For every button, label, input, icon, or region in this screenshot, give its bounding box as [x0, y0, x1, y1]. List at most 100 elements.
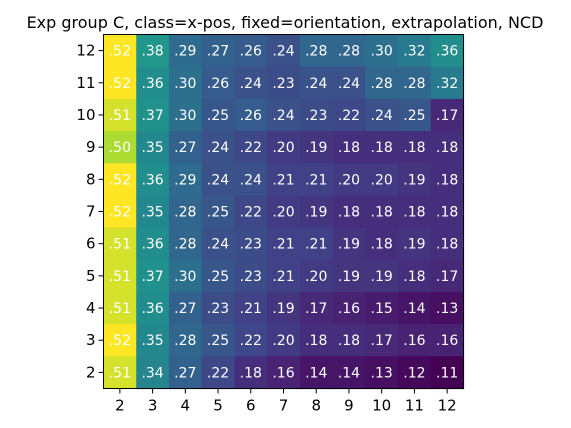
cell-value-label: .21 [272, 269, 294, 285]
cell-value-label: .14 [403, 301, 425, 317]
heatmap-cell [168, 195, 203, 229]
cell-value-label: .20 [338, 172, 360, 188]
cell-value-label: .20 [305, 269, 327, 285]
cell-value-label: .24 [272, 44, 294, 60]
heatmap-cell [299, 356, 334, 390]
cell-value-label: .21 [305, 237, 327, 253]
cell-value-label: .26 [207, 76, 229, 92]
heatmap-cell [365, 291, 399, 325]
heatmap-cell [136, 66, 170, 100]
heatmap-cell [430, 195, 465, 229]
cell-value-label: .24 [338, 76, 360, 92]
y-axis: 12 11 10 9 8 7 6 5 4 3 2 [76, 42, 104, 381]
heatmap-cell [168, 291, 203, 325]
heatmap-cell [365, 227, 399, 261]
cell-value-label: .32 [403, 44, 425, 60]
heatmap-cell [168, 356, 203, 390]
heatmap-cell [365, 131, 399, 164]
cell-value-label: .18 [403, 205, 425, 221]
heatmap-cell [103, 98, 137, 132]
cell-value-label: .18 [436, 237, 458, 253]
heatmap-cell [136, 324, 170, 357]
cell-value-label: .21 [272, 237, 294, 253]
cell-value-label: .52 [109, 172, 131, 188]
heatmap-cell [365, 34, 399, 68]
cell-value-label: .23 [240, 237, 262, 253]
heatmap-cell [234, 356, 268, 390]
heatmap-cell [234, 34, 268, 68]
heatmap-cell [398, 195, 432, 229]
heatmap-cell [299, 131, 334, 164]
cell-value-label: .28 [174, 237, 196, 253]
y-tick-label: 8 [86, 170, 96, 188]
cell-value-label: .14 [305, 365, 327, 381]
y-tick-label: 12 [76, 42, 95, 60]
cell-value-label: .24 [272, 108, 294, 124]
heatmap-cell [332, 195, 366, 229]
heatmap-cell [398, 324, 432, 357]
heatmap-cell [365, 259, 399, 293]
y-tick-label: 6 [86, 235, 96, 253]
cell-value-label: .16 [272, 365, 294, 381]
heatmap-cell [267, 66, 301, 100]
heatmap-cell [430, 324, 465, 357]
cell-value-label: .36 [436, 44, 458, 60]
cell-value-label: .27 [207, 44, 229, 60]
x-tick-label: 6 [246, 397, 256, 415]
heatmap-cell [201, 227, 236, 261]
heatmap-cell [201, 356, 236, 390]
heatmap-cell [103, 291, 137, 325]
heatmap-cell [267, 291, 301, 325]
heatmap-cell [332, 227, 366, 261]
cell-value-label: .26 [240, 44, 262, 60]
heatmap-cell [365, 195, 399, 229]
cell-value-label: .18 [436, 205, 458, 221]
x-tick-label: 7 [279, 397, 289, 415]
cell-value-label: .35 [141, 140, 163, 156]
cell-value-label: .27 [174, 301, 196, 317]
x-tick-label: 9 [344, 397, 354, 415]
heatmap-cell [430, 98, 465, 132]
cell-value-label: .13 [436, 301, 458, 317]
heatmap-cell [267, 259, 301, 293]
heatmap-cell [234, 227, 268, 261]
heatmap-cell [136, 163, 170, 197]
heatmap-cell [103, 163, 137, 197]
chart-title: Exp group C, class=x-pos, fixed=orientat… [27, 13, 544, 32]
cell-value-label: .15 [371, 301, 393, 317]
heatmap-cell [136, 356, 170, 390]
heatmap-cell [136, 34, 170, 68]
heatmap-cell [103, 34, 137, 68]
heatmap-cell [430, 227, 465, 261]
heatmap-cell [234, 131, 268, 164]
cell-value-label: .25 [207, 205, 229, 221]
cell-value-label: .18 [338, 333, 360, 349]
heatmap-cell [168, 163, 203, 197]
cell-value-label: .18 [305, 333, 327, 349]
cell-value-label: .16 [338, 301, 360, 317]
heatmap-cell [299, 259, 334, 293]
heatmap-cell [201, 34, 236, 68]
cell-value-label: .24 [305, 76, 327, 92]
cell-value-label: .36 [141, 76, 163, 92]
heatmap-cell [136, 131, 170, 164]
heatmap-cell [267, 34, 301, 68]
cell-value-label: .28 [371, 76, 393, 92]
cell-value-label: .25 [207, 108, 229, 124]
cell-value-label: .18 [403, 140, 425, 156]
x-tick-label: 3 [148, 397, 158, 415]
x-tick-label: 8 [311, 397, 321, 415]
cell-value-label: .30 [174, 108, 196, 124]
y-tick-label: 10 [76, 106, 95, 124]
cell-value-label: .52 [109, 76, 131, 92]
cell-value-label: .16 [403, 333, 425, 349]
heatmap-cell [267, 98, 301, 132]
cell-value-label: .29 [174, 172, 196, 188]
heatmap-cell [168, 34, 203, 68]
heatmap-cell [103, 324, 137, 357]
cell-value-label: .29 [174, 44, 196, 60]
cell-value-label: .28 [338, 44, 360, 60]
cell-value-label: .13 [371, 365, 393, 381]
cell-value-label: .18 [371, 205, 393, 221]
cell-value-label: .24 [240, 76, 262, 92]
